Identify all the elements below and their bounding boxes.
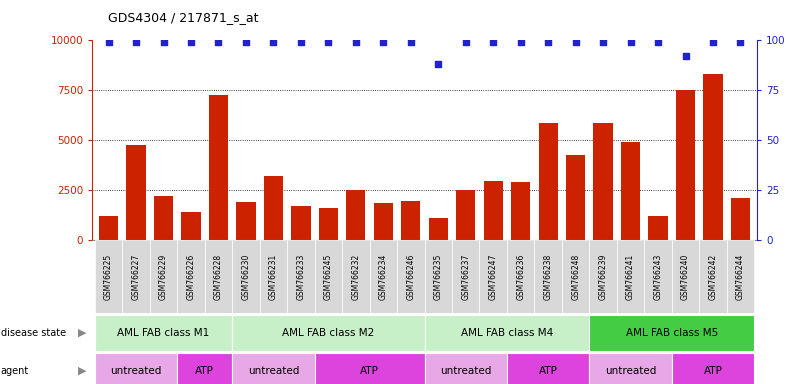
Point xyxy=(570,39,582,45)
Point xyxy=(624,39,637,45)
Bar xyxy=(374,203,393,240)
Bar xyxy=(621,142,640,240)
Text: ▶: ▶ xyxy=(78,366,87,376)
Text: GSM766236: GSM766236 xyxy=(516,253,525,300)
Text: GSM766237: GSM766237 xyxy=(461,253,470,300)
Text: GSM766231: GSM766231 xyxy=(269,253,278,300)
Point xyxy=(157,39,170,45)
Bar xyxy=(594,123,613,240)
Point xyxy=(706,39,719,45)
Text: GSM766235: GSM766235 xyxy=(434,253,443,300)
Text: GSM766225: GSM766225 xyxy=(104,253,113,300)
Bar xyxy=(319,208,338,240)
Text: GSM766228: GSM766228 xyxy=(214,253,223,300)
Bar xyxy=(703,74,723,240)
Text: GSM766246: GSM766246 xyxy=(406,253,415,300)
Bar xyxy=(346,190,365,240)
Point xyxy=(405,39,417,45)
Point xyxy=(432,61,445,67)
Text: GSM766239: GSM766239 xyxy=(598,253,608,300)
Bar xyxy=(264,176,283,240)
Bar xyxy=(484,181,503,240)
Text: GSM766230: GSM766230 xyxy=(241,253,251,300)
Text: AML FAB class M4: AML FAB class M4 xyxy=(461,328,553,338)
Point xyxy=(377,39,390,45)
Bar xyxy=(401,201,421,240)
Text: ▶: ▶ xyxy=(78,328,87,338)
Text: GSM766240: GSM766240 xyxy=(681,253,690,300)
Text: GSM766244: GSM766244 xyxy=(736,253,745,300)
Point xyxy=(212,39,225,45)
Point xyxy=(184,39,197,45)
Point xyxy=(514,39,527,45)
Text: untreated: untreated xyxy=(111,366,162,376)
Text: untreated: untreated xyxy=(248,366,299,376)
Point xyxy=(349,39,362,45)
Text: GDS4304 / 217871_s_at: GDS4304 / 217871_s_at xyxy=(108,12,259,25)
Bar xyxy=(676,90,695,240)
Text: GSM766243: GSM766243 xyxy=(654,253,662,300)
Text: GSM766227: GSM766227 xyxy=(131,253,140,300)
Point xyxy=(679,53,692,60)
Point xyxy=(130,39,143,45)
Text: ATP: ATP xyxy=(703,366,723,376)
Text: AML FAB class M2: AML FAB class M2 xyxy=(282,328,375,338)
Bar xyxy=(209,95,228,240)
Point xyxy=(239,39,252,45)
Bar xyxy=(538,123,557,240)
Text: GSM766226: GSM766226 xyxy=(187,253,195,300)
Bar xyxy=(566,155,586,240)
Point xyxy=(267,39,280,45)
Text: GSM766247: GSM766247 xyxy=(489,253,497,300)
Point xyxy=(652,39,665,45)
Text: agent: agent xyxy=(1,366,29,376)
Point xyxy=(541,39,554,45)
Point xyxy=(322,39,335,45)
Point xyxy=(487,39,500,45)
Text: GSM766241: GSM766241 xyxy=(626,253,635,300)
Point xyxy=(734,39,747,45)
Bar xyxy=(99,216,119,240)
Text: ATP: ATP xyxy=(539,366,557,376)
Bar xyxy=(731,198,750,240)
Bar xyxy=(236,202,256,240)
Text: GSM766245: GSM766245 xyxy=(324,253,333,300)
Text: ATP: ATP xyxy=(195,366,214,376)
Bar xyxy=(511,182,530,240)
Point xyxy=(295,39,308,45)
Point xyxy=(459,39,472,45)
Text: AML FAB class M5: AML FAB class M5 xyxy=(626,328,718,338)
Text: GSM766234: GSM766234 xyxy=(379,253,388,300)
Text: untreated: untreated xyxy=(605,366,656,376)
Bar xyxy=(127,145,146,240)
Bar xyxy=(429,218,448,240)
Text: GSM766233: GSM766233 xyxy=(296,253,305,300)
Text: AML FAB class M1: AML FAB class M1 xyxy=(118,328,210,338)
Text: GSM766238: GSM766238 xyxy=(544,253,553,300)
Point xyxy=(597,39,610,45)
Point xyxy=(103,39,115,45)
Text: GSM766232: GSM766232 xyxy=(352,253,360,300)
Bar xyxy=(292,206,311,240)
Bar xyxy=(154,196,173,240)
Text: GSM766242: GSM766242 xyxy=(709,253,718,300)
Text: disease state: disease state xyxy=(1,328,66,338)
Text: untreated: untreated xyxy=(440,366,492,376)
Bar xyxy=(456,190,475,240)
Text: GSM766248: GSM766248 xyxy=(571,253,580,300)
Bar xyxy=(181,212,200,240)
Text: ATP: ATP xyxy=(360,366,379,376)
Text: GSM766229: GSM766229 xyxy=(159,253,168,300)
Bar xyxy=(649,216,668,240)
